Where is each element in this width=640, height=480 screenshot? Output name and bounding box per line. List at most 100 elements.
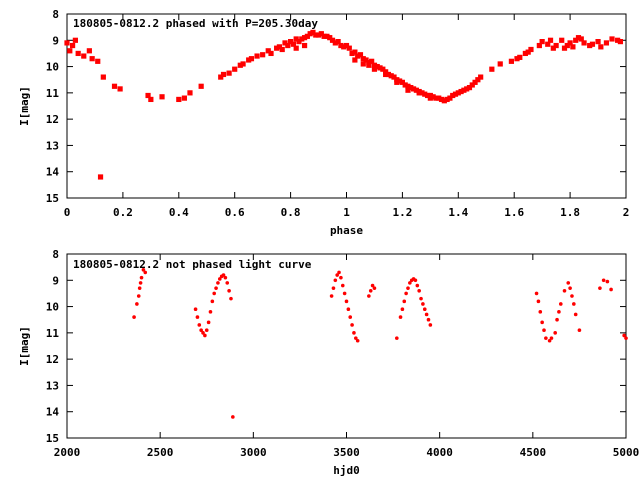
- y-tick-label: 13: [46, 379, 59, 392]
- data-point: [605, 279, 610, 284]
- data-point: [307, 31, 313, 37]
- data-point: [199, 328, 203, 333]
- x-tick-label: 3000: [240, 446, 267, 459]
- data-point: [335, 273, 339, 277]
- data-point: [497, 61, 503, 67]
- x-tick-label: 2: [623, 206, 630, 219]
- data-point: [181, 95, 187, 101]
- data-point: [64, 40, 70, 46]
- data-point: [329, 37, 336, 43]
- y-tick-label: 11: [46, 327, 60, 340]
- data-point: [419, 90, 425, 96]
- y-tick-label: 9: [52, 274, 59, 287]
- data-point: [214, 286, 218, 290]
- data-point: [197, 323, 202, 327]
- data-point: [67, 48, 73, 54]
- data-point: [212, 291, 217, 296]
- data-point: [438, 96, 445, 103]
- data-point: [427, 92, 433, 99]
- data-point: [383, 69, 389, 75]
- data-point: [355, 338, 360, 343]
- data-point: [276, 44, 283, 50]
- data-point: [528, 46, 534, 53]
- data-point: [559, 37, 565, 43]
- y-tick-label: 9: [52, 34, 59, 47]
- x-tick-label: 0.4: [169, 206, 189, 219]
- data-point: [417, 289, 421, 293]
- data-point: [324, 33, 330, 39]
- data-point: [340, 283, 345, 288]
- data-point: [290, 41, 296, 47]
- data-point: [352, 57, 358, 63]
- data-point: [360, 56, 366, 62]
- x-tick-label: 0.8: [281, 206, 301, 219]
- data-point: [223, 275, 228, 280]
- data-point: [427, 95, 433, 101]
- data-point: [268, 50, 274, 57]
- data-point: [578, 36, 584, 42]
- data-point: [141, 267, 146, 272]
- data-point: [399, 79, 405, 85]
- data-point: [422, 91, 428, 97]
- data-point: [622, 333, 626, 338]
- data-point: [441, 98, 447, 104]
- data-point: [240, 61, 246, 67]
- data-point: [333, 278, 338, 283]
- data-point: [313, 32, 319, 38]
- data-point: [338, 42, 344, 49]
- data-point: [346, 45, 352, 51]
- data-point: [489, 66, 495, 72]
- data-point: [368, 289, 373, 293]
- data-point: [422, 307, 427, 312]
- data-point: [416, 90, 422, 96]
- data-point: [400, 307, 405, 312]
- data-point: [329, 294, 334, 298]
- data-point: [603, 40, 610, 46]
- data-point: [573, 37, 579, 43]
- x-tick-label: 2500: [147, 446, 174, 459]
- y-tick-label: 15: [46, 192, 59, 205]
- data-point: [539, 39, 545, 45]
- data-point: [404, 291, 408, 296]
- data-point: [201, 331, 205, 335]
- data-point: [216, 281, 220, 285]
- data-point: [72, 37, 78, 43]
- data-point: [349, 50, 355, 57]
- x-tick-label: 0.2: [113, 206, 133, 219]
- data-point: [193, 307, 198, 312]
- y-tick-label: 12: [46, 353, 59, 366]
- data-point: [315, 32, 322, 38]
- data-point: [517, 54, 523, 60]
- data-point: [426, 317, 431, 322]
- data-point: [210, 299, 215, 304]
- data-point: [536, 299, 541, 304]
- data-point: [332, 40, 338, 46]
- data-point: [97, 174, 104, 180]
- data-point: [547, 37, 554, 43]
- data-point: [75, 50, 81, 57]
- data-point: [89, 56, 95, 62]
- data-point: [598, 286, 602, 290]
- data-point: [421, 302, 425, 306]
- data-point: [136, 294, 141, 298]
- data-point: [581, 40, 587, 46]
- data-point: [159, 94, 165, 100]
- data-point: [69, 42, 76, 49]
- data-point: [354, 336, 358, 340]
- data-point: [355, 53, 361, 59]
- data-point: [540, 320, 544, 325]
- data-point: [111, 83, 118, 89]
- data-point: [137, 286, 142, 290]
- data-point: [383, 71, 389, 78]
- unphased-light-curve-chart: 2000 2500 3000 3500 4000 4500 5000 8 9 10 11 12 13 14…: [18, 248, 639, 477]
- data-point: [296, 39, 302, 45]
- data-point: [327, 35, 333, 41]
- y-tick-label: 14: [46, 166, 60, 179]
- data-point: [624, 336, 628, 340]
- y-axis-label: I[mag]: [18, 326, 31, 366]
- data-point: [321, 33, 327, 39]
- data-point: [218, 74, 224, 80]
- data-point: [587, 42, 593, 49]
- data-point: [350, 323, 354, 327]
